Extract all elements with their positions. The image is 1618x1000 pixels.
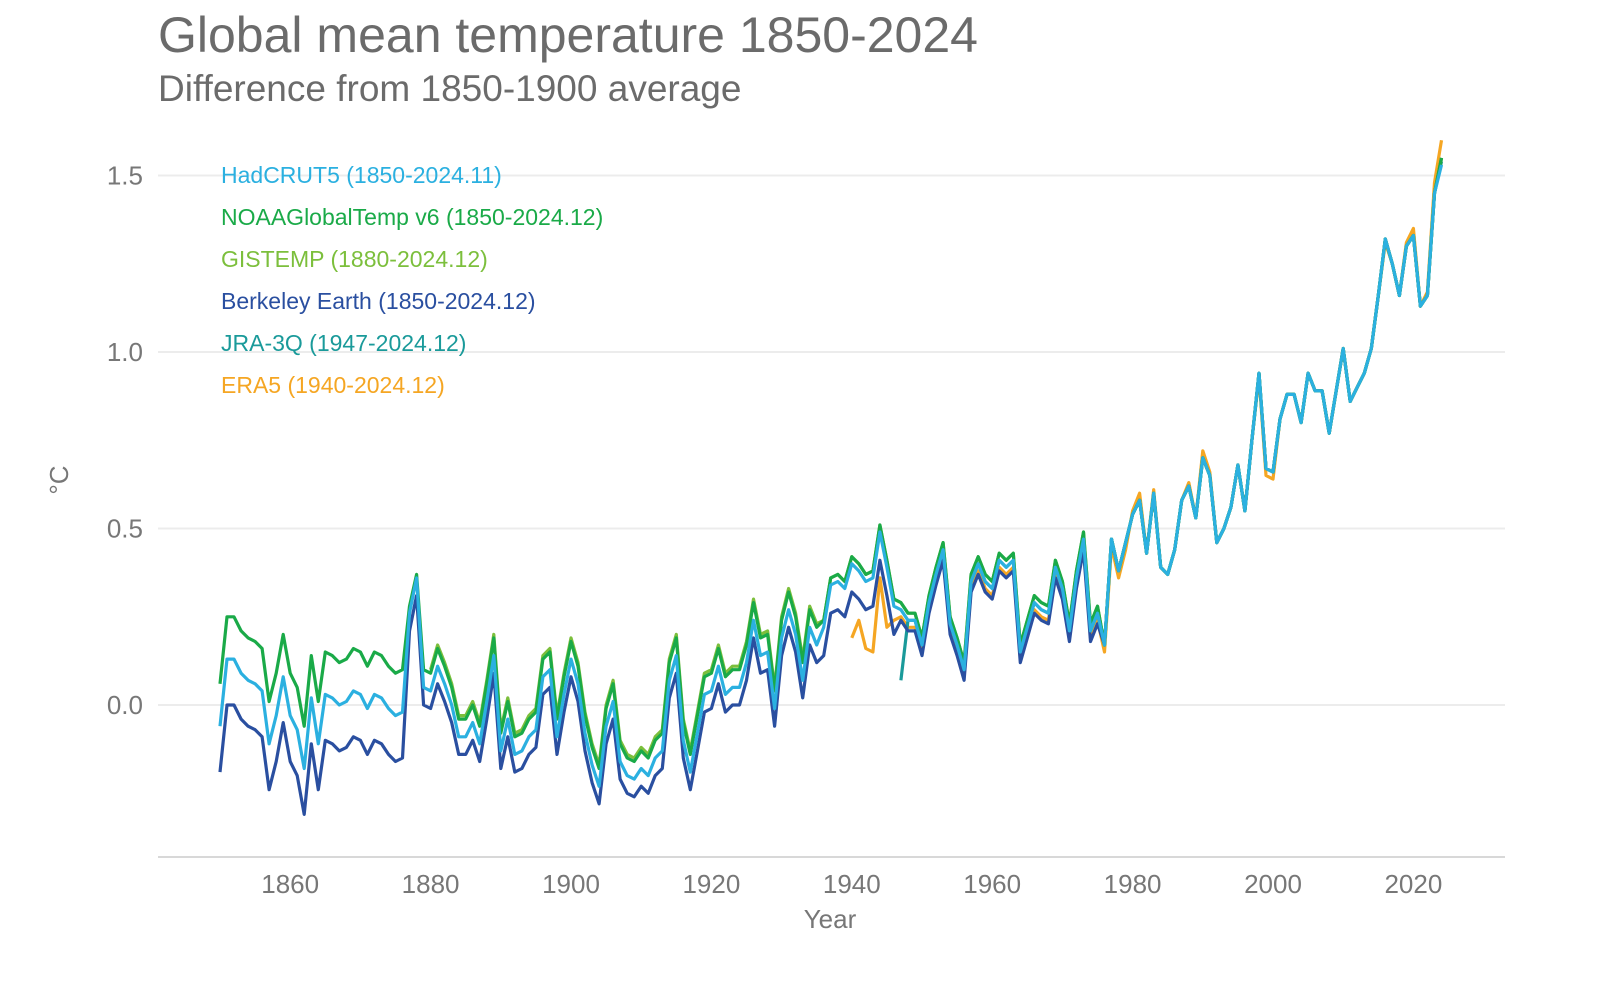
x-axis-label: Year xyxy=(804,904,857,934)
legend-item: NOAAGlobalTemp v6 (1850-2024.12) xyxy=(221,204,603,230)
x-tick-label: 1900 xyxy=(542,869,600,899)
x-tick-label: 1860 xyxy=(261,869,319,899)
y-tick-labels: 0.0 0.5 1.0 1.5 xyxy=(107,161,143,721)
legend-item: GISTEMP (1880-2024.12) xyxy=(221,246,488,272)
y-tick-label: 1.0 xyxy=(107,337,143,367)
x-tick-label: 1920 xyxy=(682,869,740,899)
legend: HadCRUT5 (1850-2024.11) NOAAGlobalTemp v6… xyxy=(221,162,603,398)
x-tick-labels: 1860 1880 1900 1920 1940 1960 1980 2000 2020 xyxy=(261,869,1442,899)
y-tick-label: 0.0 xyxy=(107,690,143,720)
x-tick-label: 1940 xyxy=(823,869,881,899)
chart-title: Global mean temperature 1850-2024 xyxy=(158,7,978,63)
legend-item: ERA5 (1940-2024.12) xyxy=(221,372,445,398)
chart-subtitle: Difference from 1850-1900 average xyxy=(158,68,741,109)
y-axis-label: °C xyxy=(44,465,74,494)
series-line-gistemp xyxy=(429,157,1444,767)
legend-item: Berkeley Earth (1850-2024.12) xyxy=(221,288,536,314)
series-line-hadcrut5 xyxy=(218,164,1444,788)
series-line-era5 xyxy=(850,139,1444,679)
x-tick-label: 1960 xyxy=(963,869,1021,899)
gridlines xyxy=(158,174,1505,706)
y-tick-label: 0.5 xyxy=(107,514,143,544)
series-line-jra-3q xyxy=(899,161,1444,681)
x-tick-label: 1980 xyxy=(1104,869,1162,899)
legend-item: HadCRUT5 (1850-2024.11) xyxy=(221,162,502,188)
series-lines xyxy=(218,139,1444,816)
x-tick-label: 2000 xyxy=(1244,869,1302,899)
x-tick-label: 1880 xyxy=(402,869,460,899)
x-tick-label: 2020 xyxy=(1384,869,1442,899)
y-tick-label: 1.5 xyxy=(107,161,143,191)
legend-item: JRA-3Q (1947-2024.12) xyxy=(221,330,466,356)
